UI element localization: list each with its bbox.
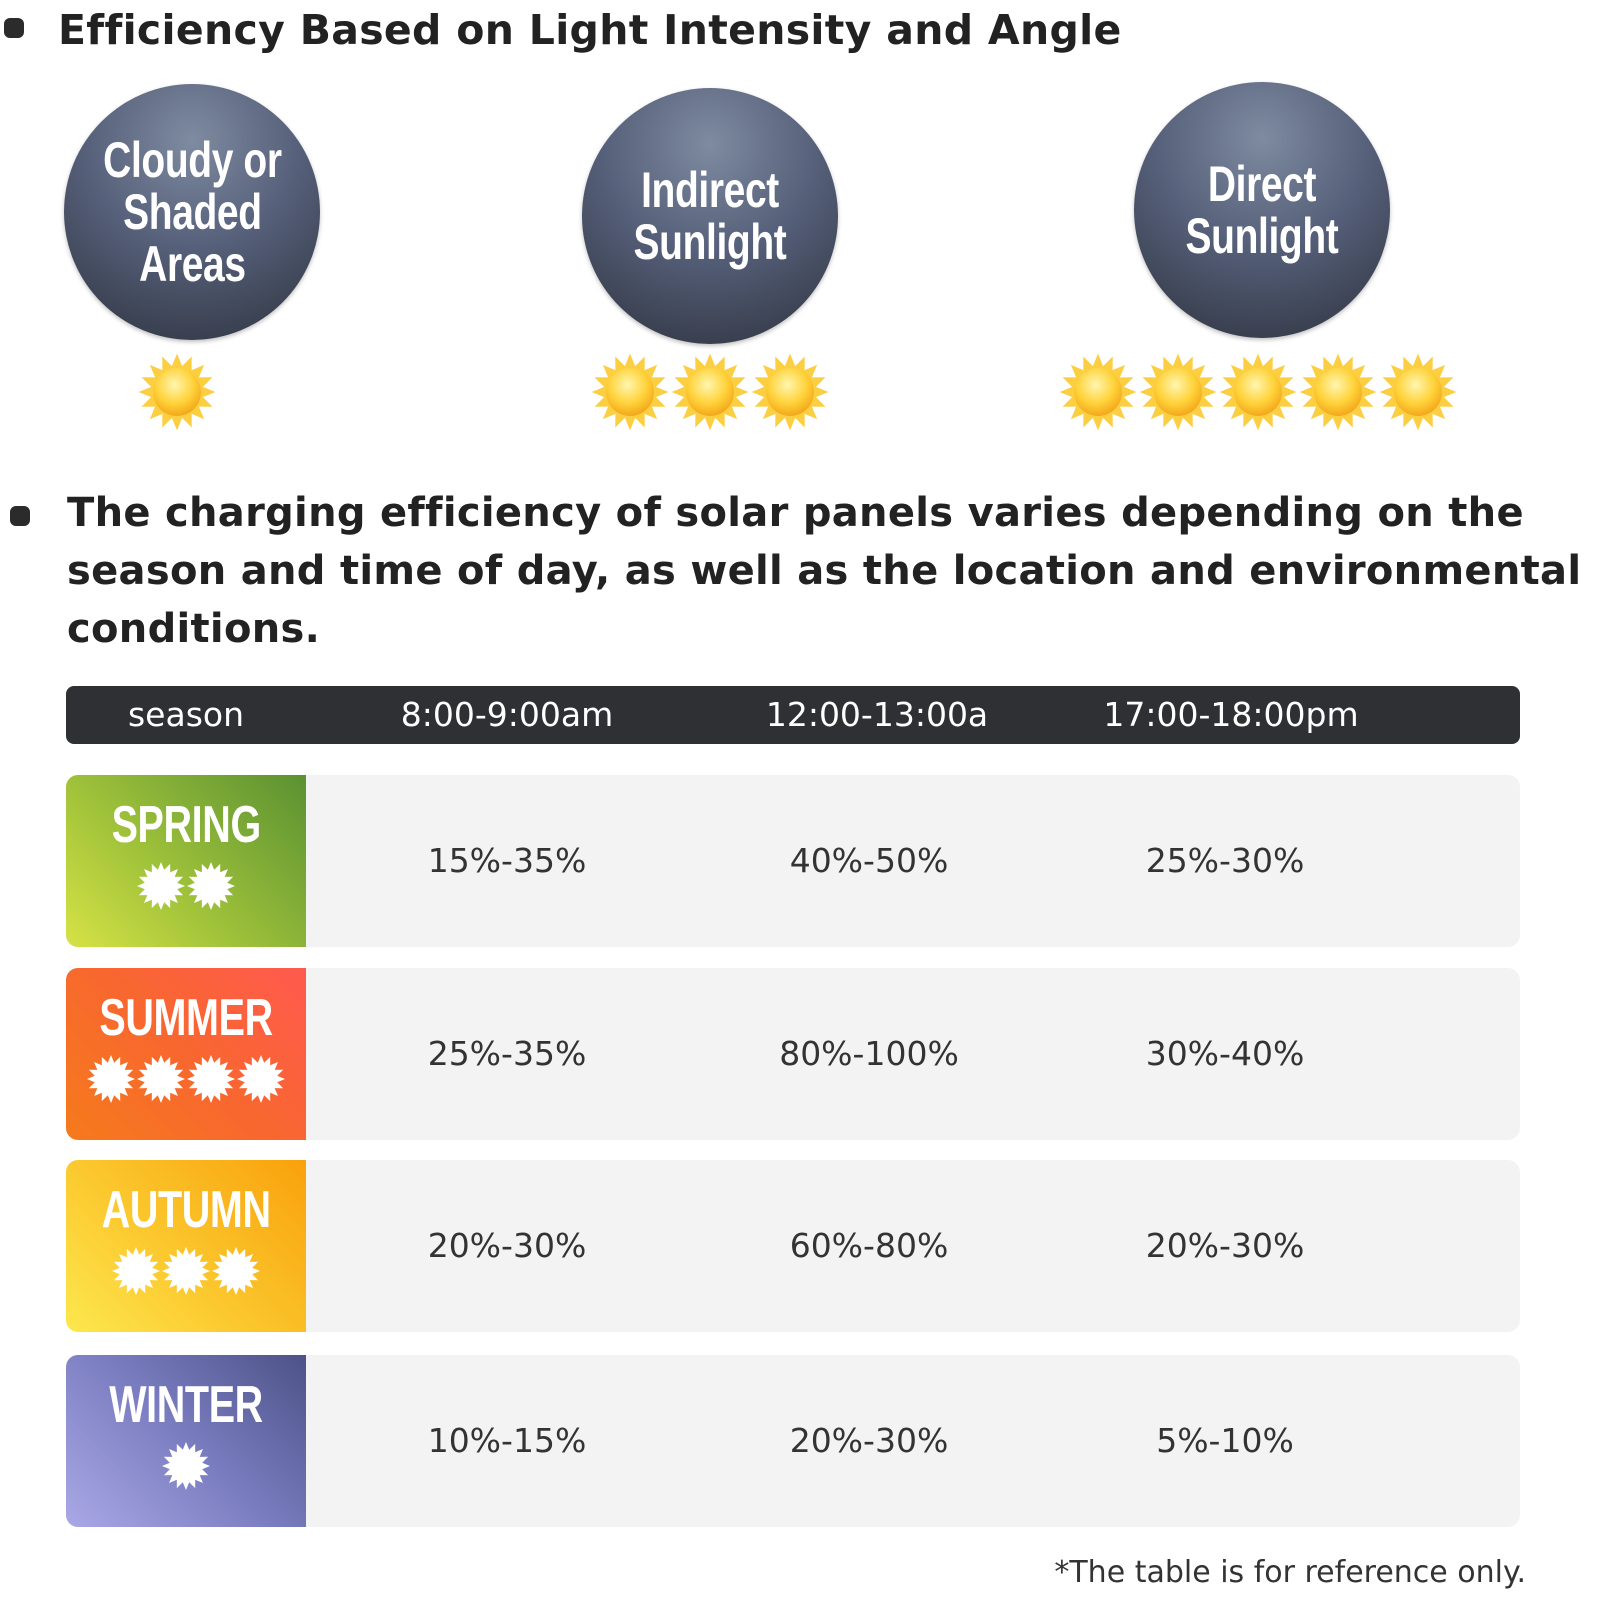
sun-icon (138, 353, 216, 431)
sun-icon (591, 353, 669, 431)
table-header: season 8:00-9:00am 12:00-13:00a 17:00-18… (66, 686, 1520, 744)
sun-rating-cloudy (137, 352, 217, 432)
season-badge-spring: SPRING (66, 775, 306, 947)
table-row-spring: SPRING 15%-35% 40%-50% 25%-30% (66, 775, 1520, 947)
header-morning: 8:00-9:00am (400, 695, 614, 734)
cell-evening: 30%-40% (1145, 1034, 1305, 1073)
table-row-autumn: AUTUMN 20%-30% 60%-80% 20%-30% (66, 1160, 1520, 1332)
sun-icon (137, 862, 185, 910)
light-level-cloudy: Cloudy or Shaded Areas (64, 84, 320, 340)
light-level-label: Cloudy or Shaded Areas (102, 132, 282, 292)
sun-icon (1139, 353, 1217, 431)
sun-icon (1379, 353, 1457, 431)
light-level-label: Indirect Sunlight (633, 162, 787, 270)
sun-icon (112, 1247, 160, 1295)
header-season: season (127, 695, 245, 734)
sun-icon (87, 1055, 135, 1103)
cell-morning: 10%-15% (427, 1421, 587, 1460)
sun-rating-direct (1058, 352, 1458, 432)
season-name: SPRING (111, 796, 261, 854)
sun-icon (671, 353, 749, 431)
sun-icon (187, 1055, 235, 1103)
season-sun-icons (161, 1441, 211, 1491)
season-name: SUMMER (99, 989, 273, 1047)
header-evening: 17:00-18:00pm (1103, 695, 1359, 734)
header-noon: 12:00-13:00a (765, 695, 989, 734)
season-sun-icons (136, 861, 236, 911)
season-badge-summer: SUMMER (66, 968, 306, 1140)
cell-morning: 15%-35% (427, 841, 587, 880)
footnote: *The table is for reference only. (1054, 1555, 1526, 1590)
table-row-winter: WINTER 10%-15% 20%-30% 5%-10% (66, 1355, 1520, 1527)
season-sun-icons (111, 1246, 261, 1296)
section-heading-light: Efficiency Based on Light Intensity and … (58, 6, 1122, 54)
cell-noon: 80%-100% (779, 1034, 959, 1073)
sun-icon (187, 862, 235, 910)
light-level-indirect: Indirect Sunlight (582, 88, 838, 344)
season-badge-winter: WINTER (66, 1355, 306, 1527)
season-badge-autumn: AUTUMN (66, 1160, 306, 1332)
sun-icon (1299, 353, 1377, 431)
sun-icon (237, 1055, 285, 1103)
sun-icon (212, 1247, 260, 1295)
light-level-label: Direct Sunlight (1185, 156, 1339, 264)
cell-noon: 20%-30% (789, 1421, 949, 1460)
sun-icon (1219, 353, 1297, 431)
season-sun-icons (86, 1054, 286, 1104)
season-name: WINTER (109, 1376, 263, 1434)
cell-morning: 25%-35% (427, 1034, 587, 1073)
cell-evening: 20%-30% (1145, 1226, 1305, 1265)
sun-icon (162, 1442, 210, 1490)
sun-icon (162, 1247, 210, 1295)
sun-icon (137, 1055, 185, 1103)
bullet-2 (10, 506, 30, 526)
cell-evening: 25%-30% (1145, 841, 1305, 880)
sun-icon (1059, 353, 1137, 431)
cell-morning: 20%-30% (427, 1226, 587, 1265)
bullet-1 (4, 18, 24, 38)
section-heading-season: The charging efficiency of solar panels … (67, 490, 1582, 652)
cell-noon: 40%-50% (789, 841, 949, 880)
season-name: AUTUMN (101, 1181, 271, 1239)
cell-evening: 5%-10% (1156, 1421, 1294, 1460)
light-level-direct: Direct Sunlight (1134, 82, 1390, 338)
sun-rating-indirect (590, 352, 830, 432)
cell-noon: 60%-80% (789, 1226, 949, 1265)
table-row-summer: SUMMER 25%-35% 80%-100% 30%-40% (66, 968, 1520, 1140)
sun-icon (751, 353, 829, 431)
